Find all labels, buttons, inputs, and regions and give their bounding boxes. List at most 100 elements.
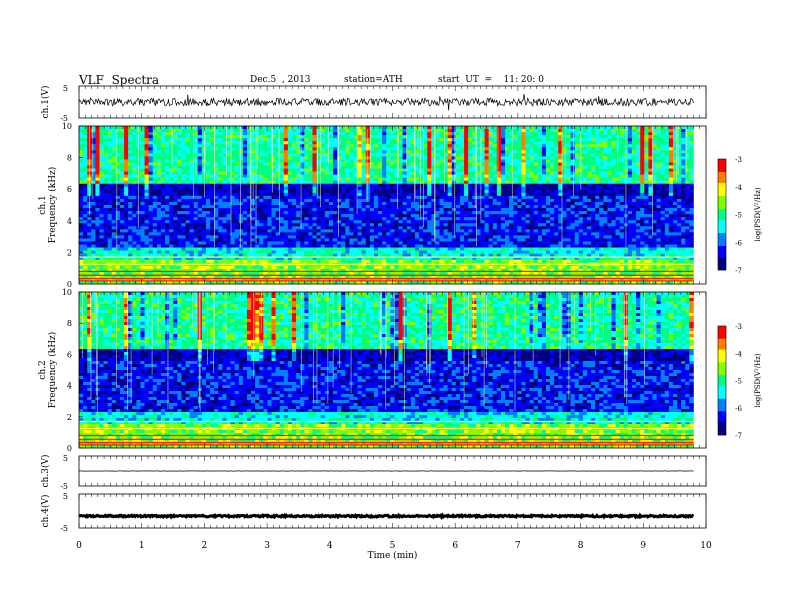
- spectrogram-cell: [365, 150, 371, 154]
- spectrogram-cell: [210, 195, 215, 200]
- spectrogram-cell: [607, 147, 612, 151]
- spectrogram-cell: [636, 144, 641, 148]
- spectrogram-cell: [541, 177, 547, 181]
- spectrogram-cell: [386, 205, 391, 209]
- spectrogram-cell: [402, 153, 408, 157]
- spectrogram-cell: [296, 165, 301, 169]
- spectrogram-cell: [451, 195, 457, 200]
- spectrogram-cell: [165, 192, 170, 197]
- spectrogram-cell: [640, 198, 645, 203]
- spectrogram-cell: [292, 147, 297, 151]
- spectrogram-cell: [353, 192, 358, 197]
- spectrogram-cell: [128, 141, 133, 145]
- spectrogram-cell: [419, 129, 424, 133]
- spectrogram-cell: [185, 147, 190, 151]
- spectrogram-cell: [242, 214, 248, 218]
- spectrogram-cell: [357, 156, 362, 160]
- spectrogram-cell: [304, 171, 309, 175]
- spectrogram-cell: [255, 189, 260, 194]
- spectrogram-cell: [197, 180, 203, 185]
- spectrogram-cell: [533, 147, 539, 151]
- spectrogram-cell: [369, 183, 375, 188]
- spectrogram-cell: [267, 198, 272, 203]
- spectrogram-cell: [201, 192, 207, 197]
- spectrogram-cell: [677, 132, 682, 136]
- spectrogram-cell: [197, 217, 203, 221]
- spectrogram-cell: [496, 159, 502, 163]
- spectrogram-cell: [181, 220, 186, 224]
- spectrogram-cell: [242, 159, 248, 163]
- spectrogram-cell: [574, 220, 580, 224]
- spectrogram-cell: [595, 147, 600, 151]
- spectrogram-cell: [525, 195, 530, 200]
- spectrogram-cell: [95, 162, 100, 166]
- spectrogram-cell: [521, 195, 526, 200]
- spectrogram-cell: [169, 177, 174, 181]
- spectrogram-cell: [181, 168, 186, 172]
- spectrogram-cell: [140, 195, 145, 200]
- spectrogram-cell: [480, 129, 485, 133]
- spectrogram-cell: [345, 141, 350, 145]
- spectrogram-cell: [525, 168, 530, 172]
- spectrogram-cell: [406, 214, 412, 218]
- spectrogram-cell: [312, 186, 317, 191]
- spectrogram-cell: [304, 195, 309, 200]
- spectrogram-cell: [283, 180, 289, 185]
- spectrogram-cell: [304, 141, 309, 145]
- spectrogram-cell: [251, 217, 256, 221]
- spectrogram-cell: [672, 141, 678, 145]
- spectrogram-cell: [656, 180, 661, 185]
- spectrogram-cell: [681, 208, 686, 212]
- spectrogram-cell: [394, 126, 399, 130]
- spectrogram-cell: [394, 195, 399, 200]
- spectrogram-cell: [234, 165, 240, 169]
- spectrogram-cell: [496, 141, 502, 145]
- spectrogram-cell: [263, 180, 268, 185]
- spectrogram-cell: [558, 165, 563, 169]
- spectrogram-cell: [316, 208, 321, 212]
- spectrogram-cell: [259, 211, 264, 215]
- spectrogram-cell: [234, 180, 240, 185]
- spectrogram-cell: [275, 208, 281, 212]
- spectrogram-cell: [349, 144, 354, 148]
- spectrogram-cell: [382, 129, 387, 133]
- spectrogram-cell: [574, 192, 580, 197]
- spectrogram-cell: [632, 186, 637, 191]
- spectrogram-cell: [382, 168, 387, 172]
- spectrogram-cell: [189, 156, 194, 160]
- spectrogram-cell: [218, 168, 223, 172]
- spectrogram-cell: [275, 201, 281, 206]
- spectrogram-cell: [189, 165, 194, 169]
- spectrogram-cell: [566, 129, 571, 133]
- spectrogram-cell: [468, 147, 473, 151]
- spectrogram-cell: [636, 162, 641, 166]
- spectrogram-cell: [308, 141, 313, 145]
- spectrogram-cell: [554, 162, 559, 166]
- spectrogram-cell: [193, 198, 199, 203]
- spectrogram-cell: [406, 192, 412, 197]
- spectrogram-cell: [394, 156, 399, 160]
- spectrogram-cell: [619, 144, 625, 148]
- spectrogram-cell: [345, 171, 350, 175]
- spectrogram-cell: [423, 165, 428, 169]
- spectrogram-cell: [615, 208, 621, 212]
- spectrogram-cell: [119, 159, 125, 163]
- spectrogram-cell: [263, 174, 268, 178]
- spectrogram-cell: [160, 153, 166, 157]
- spectrogram-cell: [464, 141, 469, 145]
- spectrogram-cell: [386, 168, 391, 172]
- spectrogram-cell: [455, 144, 461, 148]
- spectrogram-cell: [578, 211, 584, 215]
- spectrogram-cell: [402, 186, 408, 191]
- spectrogram-cell: [652, 214, 657, 218]
- spectrogram-cell: [173, 165, 178, 169]
- spectrogram-cell: [259, 162, 264, 166]
- spectrogram-cell: [152, 162, 158, 166]
- spectrogram-cell: [685, 156, 690, 160]
- spectrogram-cell: [369, 192, 375, 197]
- spectrogram-cell: [533, 129, 539, 133]
- spectrogram-cell: [464, 220, 469, 224]
- spectrogram-cell: [271, 138, 276, 142]
- spectrogram-cell: [398, 192, 403, 197]
- spectrogram-cell: [406, 180, 412, 185]
